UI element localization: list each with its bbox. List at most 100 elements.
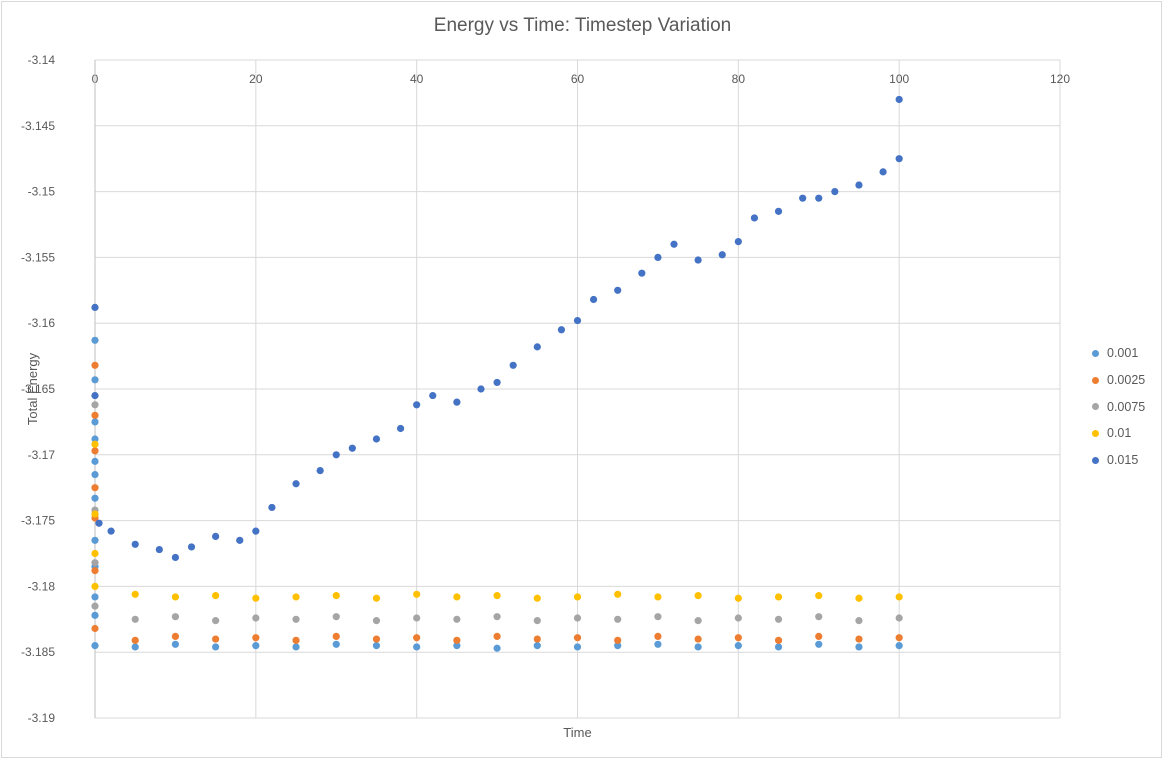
data-point-series-1 (774, 636, 783, 644)
data-point-series-2 (774, 615, 783, 623)
data-point-series-3 (91, 549, 99, 558)
y-tick-label: -3.15 (28, 185, 56, 199)
data-point-series-2 (614, 615, 622, 623)
data-point-series-0 (91, 435, 99, 443)
data-point-series-3 (493, 592, 501, 600)
data-point-series-0 (91, 457, 99, 465)
data-point-series-3 (413, 590, 421, 598)
data-point-series-4 (372, 435, 381, 443)
data-point-series-3 (734, 594, 742, 602)
data-point-series-2 (533, 617, 541, 625)
data-point-series-3 (815, 592, 823, 600)
data-point-series-2 (413, 614, 421, 622)
y-tick-label: -3.17 (28, 448, 56, 462)
data-point-series-4 (316, 466, 324, 475)
legend-label: 0.0025 (1107, 373, 1146, 388)
data-point-series-4 (171, 553, 180, 562)
data-point-series-4 (589, 295, 598, 304)
data-point-series-4 (654, 253, 662, 261)
data-point-series-4 (670, 240, 678, 248)
data-point-series-3 (895, 593, 903, 601)
data-point-series-3 (855, 594, 863, 602)
data-point-series-4 (91, 303, 99, 312)
data-point-series-1 (694, 635, 702, 643)
data-point-series-3 (533, 594, 541, 602)
data-point-series-4 (107, 527, 115, 535)
data-point-series-4 (477, 385, 485, 393)
data-point-series-0 (91, 494, 99, 502)
data-point-series-1 (614, 636, 622, 644)
data-point-series-0 (91, 376, 99, 384)
data-point-series-4 (815, 194, 823, 202)
data-point-series-0 (453, 642, 461, 650)
legend-marker-icon (1092, 456, 1099, 464)
x-tick-label: 100 (889, 72, 909, 86)
legend-marker-icon (1092, 349, 1099, 357)
legend-item-4: 0.015 (1092, 447, 1145, 474)
data-point-series-4 (493, 378, 501, 387)
y-tick-label: -3.18 (28, 579, 56, 593)
data-point-series-2 (91, 401, 99, 409)
data-point-series-4 (509, 361, 517, 369)
data-point-series-0 (292, 643, 300, 651)
data-point-series-0 (734, 642, 742, 650)
data-point-series-0 (855, 643, 863, 651)
data-point-series-3 (212, 592, 220, 600)
data-point-series-3 (131, 590, 139, 598)
data-point-series-0 (91, 470, 99, 479)
data-point-series-3 (614, 590, 622, 598)
data-point-series-1 (91, 624, 99, 633)
data-point-series-3 (91, 582, 99, 591)
data-point-series-1 (332, 632, 340, 641)
x-axis-title: Time (563, 725, 591, 740)
data-point-series-1 (372, 635, 381, 643)
x-tick-label: 120 (1050, 72, 1070, 86)
data-point-series-2 (855, 617, 863, 625)
data-point-series-4 (413, 401, 421, 409)
data-point-series-0 (252, 642, 260, 650)
legend-item-1: 0.0025 (1092, 367, 1145, 394)
chart-title: Energy vs Time: Timestep Variation (433, 15, 732, 36)
data-point-series-1 (895, 634, 903, 642)
data-point-series-4 (895, 155, 903, 163)
y-axis-title: Total Energy (25, 352, 40, 425)
legend-item-3: 0.01 (1092, 420, 1145, 447)
data-point-series-1 (654, 632, 662, 641)
data-point-series-0 (372, 642, 381, 650)
data-point-series-1 (453, 636, 461, 644)
data-point-series-3 (252, 594, 260, 602)
y-tick-label: -3.185 (21, 645, 55, 659)
data-point-series-0 (573, 643, 582, 651)
legend-item-2: 0.0075 (1092, 393, 1145, 420)
data-point-series-2 (815, 613, 823, 621)
data-point-series-2 (171, 613, 180, 621)
data-point-series-4 (718, 251, 726, 259)
data-point-series-4 (396, 424, 405, 433)
chart-legend: 0.001 0.0025 0.0075 0.01 0.015 (1092, 340, 1145, 473)
data-point-series-4 (734, 238, 742, 246)
data-point-series-0 (654, 640, 662, 648)
data-point-series-4 (895, 95, 903, 104)
data-point-series-0 (614, 642, 622, 650)
data-point-series-1 (533, 635, 541, 643)
data-point-series-4 (332, 451, 340, 459)
data-point-series-2 (252, 614, 260, 622)
data-point-series-4 (252, 527, 260, 535)
data-point-series-1 (493, 632, 501, 641)
data-point-series-4 (429, 391, 437, 400)
data-point-series-4 (855, 181, 863, 189)
data-point-series-4 (292, 480, 300, 488)
data-point-series-1 (292, 636, 300, 644)
y-tick-label: -3.165 (21, 382, 55, 396)
data-point-series-4 (155, 545, 163, 554)
data-point-series-0 (171, 640, 180, 648)
data-point-series-4 (831, 188, 839, 196)
y-tick-label: -3.175 (21, 514, 55, 528)
legend-label: 0.0075 (1107, 399, 1146, 414)
data-point-series-1 (131, 636, 139, 644)
data-point-series-4 (131, 540, 139, 548)
legend-label: 0.01 (1107, 426, 1132, 441)
data-point-series-4 (614, 286, 622, 294)
data-point-series-4 (557, 326, 566, 334)
